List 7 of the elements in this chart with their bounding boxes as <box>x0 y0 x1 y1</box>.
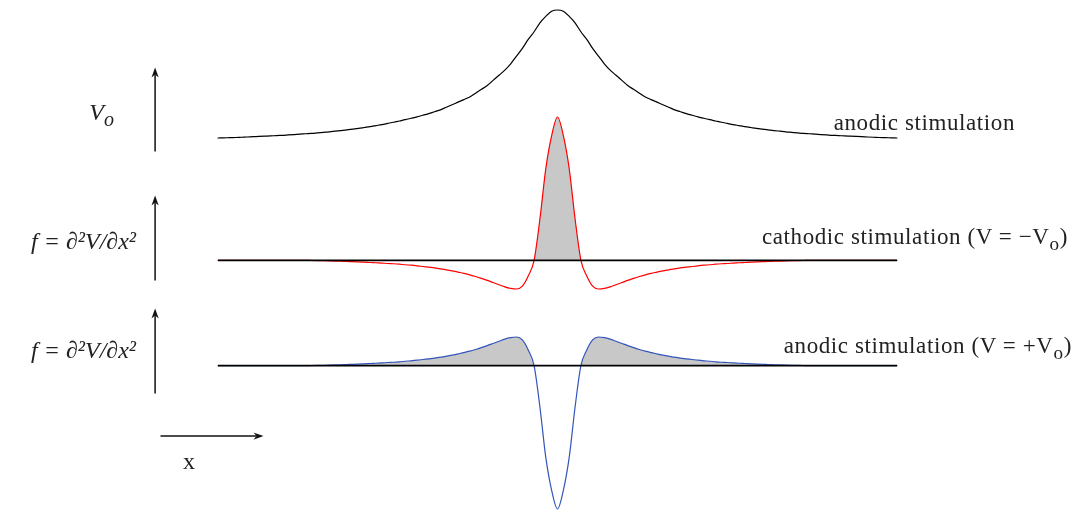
y-axis-title: V$_{o}$ <box>89 98 114 130</box>
y-axis-title: f = ∂²V/∂x² <box>31 337 136 364</box>
annotation: cathodic stimulation (V = −V$_{o}$) <box>761 224 1068 254</box>
annotation: anodic stimulation <box>833 110 1015 136</box>
annotation: anodic stimulation (V = +V$_{o}$) <box>783 333 1072 363</box>
y-axis-title: f = ∂²V/∂x² <box>31 228 136 255</box>
x-axis-title: x <box>183 448 195 475</box>
